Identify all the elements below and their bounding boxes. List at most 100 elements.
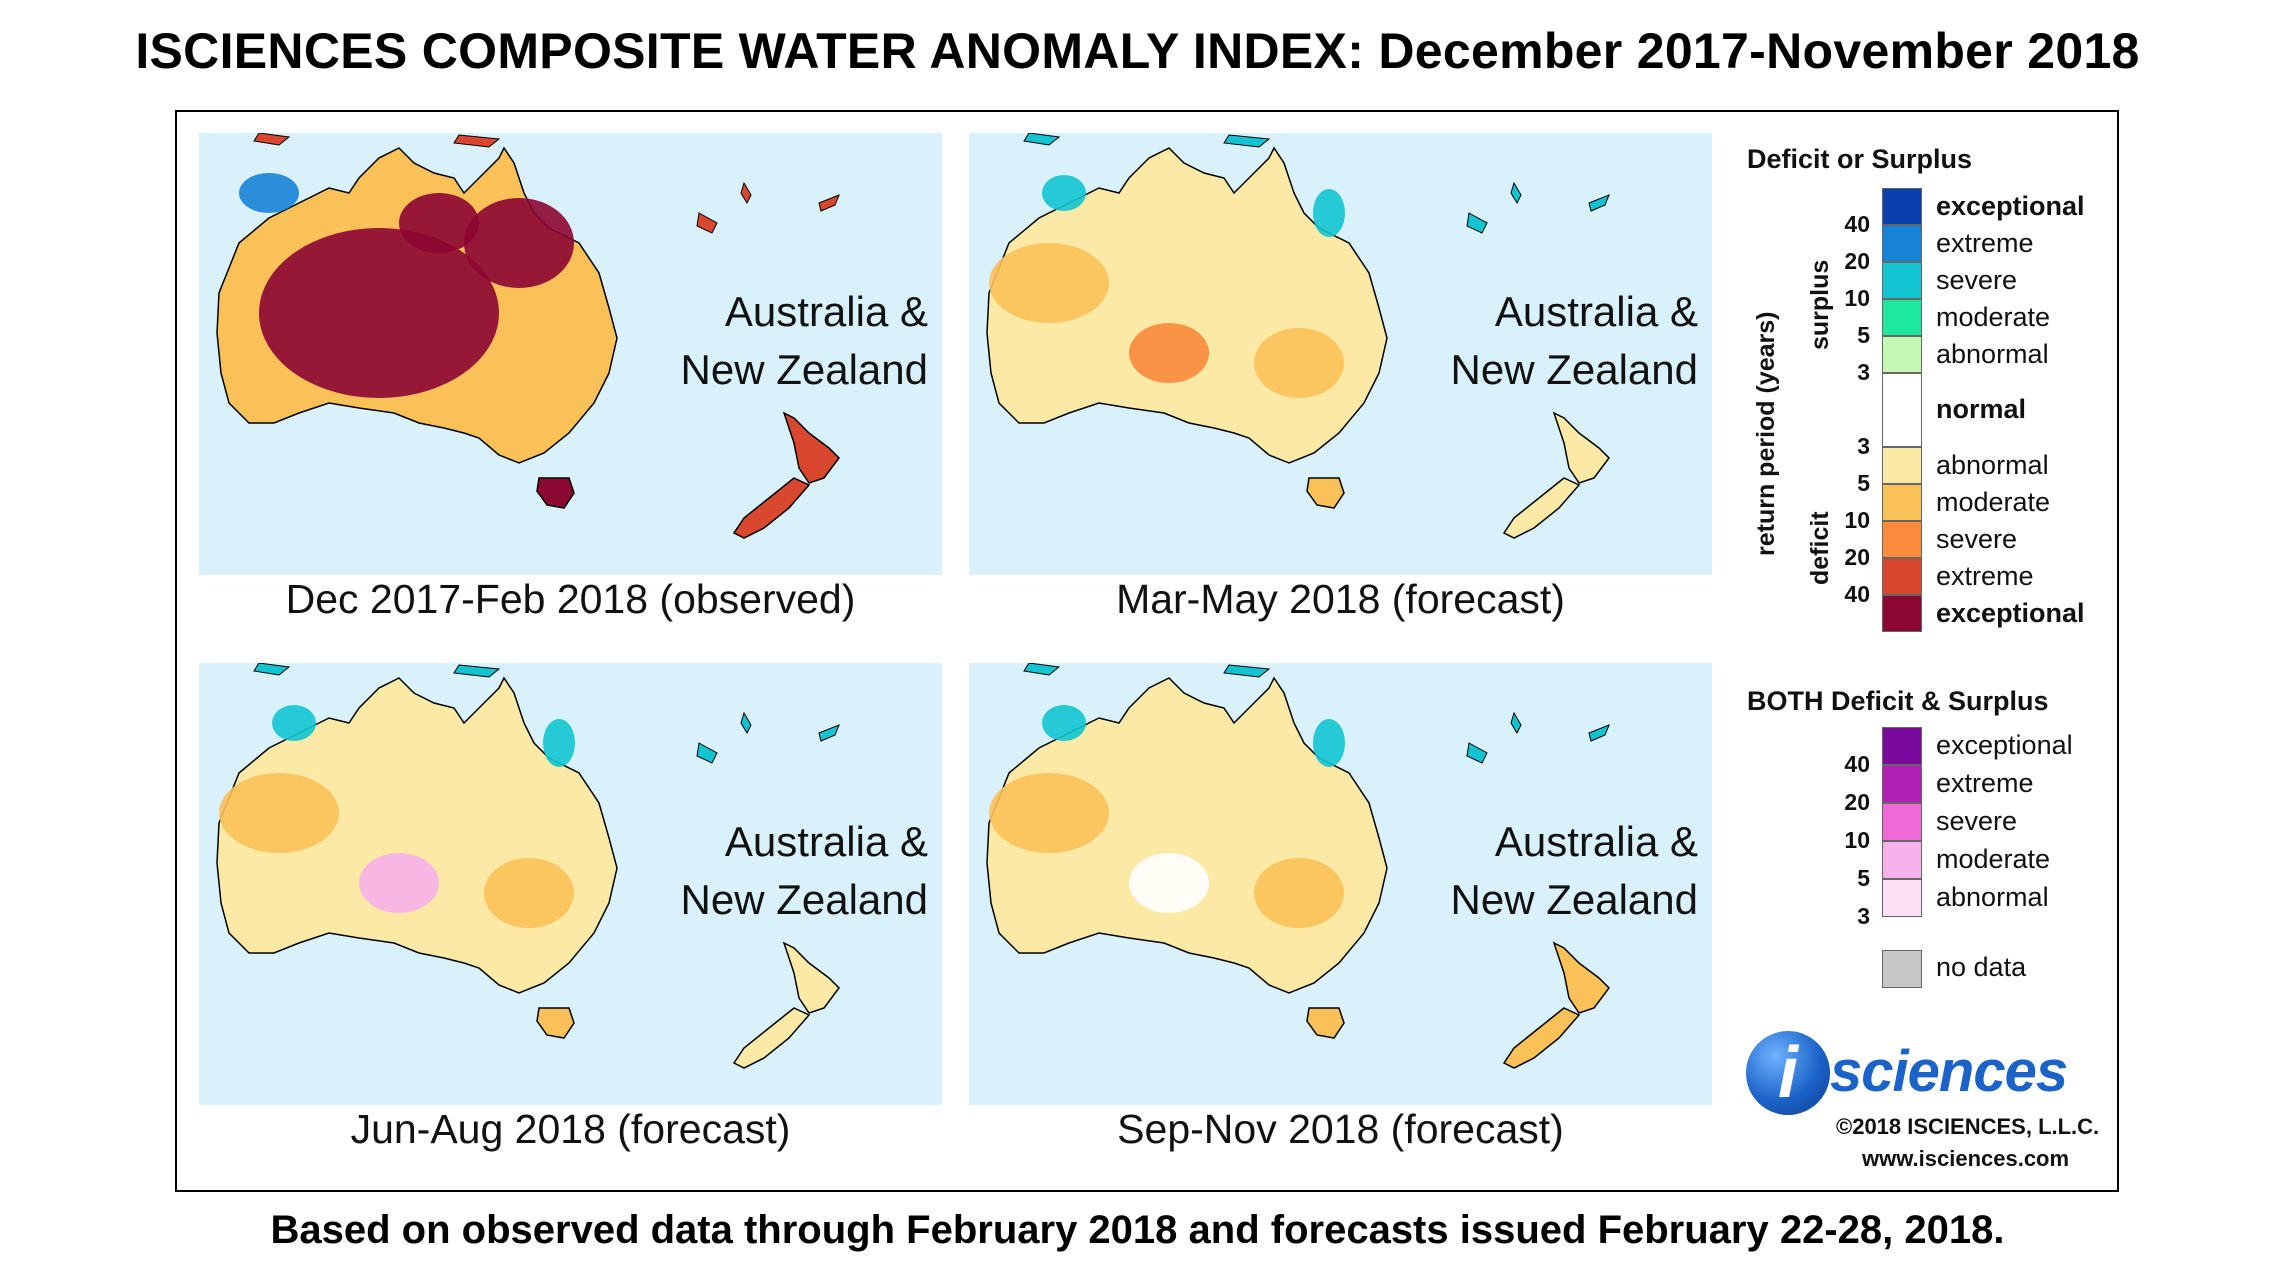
legend-both-tick: 3 <box>1857 903 1870 929</box>
map-panel-jun-aug: Australia & New Zealand <box>199 663 942 1105</box>
panel-caption-3: Jun-Aug 2018 (forecast) <box>350 1106 791 1152</box>
legend-both-swatch <box>1882 727 1922 765</box>
panel-region-label: Australia & New Zealand <box>680 288 928 393</box>
legend-class-label: severe <box>1936 523 2018 554</box>
legend-swatch <box>1882 521 1922 558</box>
map-panel-mar-may: Australia & New Zealand <box>969 133 1712 575</box>
anomaly-region <box>1254 328 1344 398</box>
panel-caption-4: Sep-Nov 2018 (forecast) <box>1117 1106 1564 1152</box>
panel-region-label: Australia & New Zealand <box>1450 288 1698 393</box>
legend-tick: 10 <box>1844 507 1870 533</box>
tasmania-landmass <box>536 1007 575 1039</box>
isciences-logo-icon: i <box>1746 1031 1830 1115</box>
legend-tick: 20 <box>1844 544 1870 570</box>
legend-both-tick: 5 <box>1857 865 1870 891</box>
map-title: ISCIENCES COMPOSITE WATER ANOMALY INDEX:… <box>135 23 2140 79</box>
legend-both-swatch <box>1882 803 1922 841</box>
map-panel-sep-nov: Australia & New Zealand <box>969 663 1712 1105</box>
anomaly-region <box>464 198 574 288</box>
legend-axis-label: return period (years) <box>1752 311 1780 556</box>
anomaly-region <box>1129 853 1209 913</box>
legend-tick: 5 <box>1857 322 1870 348</box>
legend-swatch <box>1882 447 1922 484</box>
legend-swatch <box>1882 262 1922 299</box>
map-panel-dec-feb: Australia & New Zealand <box>199 133 942 575</box>
legend-class-label: abnormal <box>1936 338 2049 369</box>
legend-both-label: severe <box>1936 806 2018 836</box>
legend-both-tick: 20 <box>1844 789 1870 815</box>
nz-north-island <box>782 411 840 484</box>
legend-class-label: exceptional <box>1936 597 2085 628</box>
footer-note: Based on observed data through February … <box>270 1208 2005 1252</box>
legend-class-label: moderate <box>1936 486 2051 517</box>
panel-region-label: Australia & New Zealand <box>680 818 928 923</box>
anomaly-region <box>219 773 339 853</box>
legend-nodata-swatch <box>1882 950 1922 988</box>
legend-both-label: abnormal <box>1936 882 2049 912</box>
nz-south-island <box>1502 1007 1581 1069</box>
anomaly-region <box>543 719 575 767</box>
legend-class-label: exceptional <box>1936 190 2085 221</box>
anomaly-region <box>1042 705 1086 741</box>
isciences-logo-text: sciences <box>1830 1039 2068 1104</box>
tasmania-landmass <box>1306 1007 1345 1039</box>
legend-swatch <box>1882 188 1922 225</box>
legend-tick: 40 <box>1844 581 1870 607</box>
nz-south-island <box>1502 477 1581 539</box>
legend-both-tick: 10 <box>1844 827 1870 853</box>
copyright-text: ©2018 ISCIENCES, L.L.C. <box>1836 1114 2100 1139</box>
legend-both-title: BOTH Deficit & Surplus <box>1747 686 2049 716</box>
nz-north-island <box>1552 411 1610 484</box>
legend-class-label: normal <box>1936 394 2027 424</box>
legend-both-label: exceptional <box>1936 730 2073 760</box>
legend-tick: 10 <box>1844 285 1870 311</box>
tasmania-landmass <box>1306 477 1345 509</box>
anomaly-region <box>1313 189 1345 237</box>
tasmania-landmass <box>536 477 575 509</box>
legend-tick: 5 <box>1857 470 1870 496</box>
panel-region-label: Australia & New Zealand <box>1450 818 1698 923</box>
legend-class-label: extreme <box>1936 227 2034 258</box>
legend-both-swatch <box>1882 841 1922 879</box>
legend-class-label: moderate <box>1936 301 2051 332</box>
anomaly-region <box>1129 323 1209 383</box>
legend-both-label: extreme <box>1936 768 2034 798</box>
anomaly-region <box>272 705 316 741</box>
map-australia-nz-panel-4 <box>986 663 1610 1069</box>
anomaly-region <box>989 773 1109 853</box>
legend-class-label: extreme <box>1936 560 2034 591</box>
legend-both-tick: 40 <box>1844 751 1870 777</box>
nz-south-island <box>732 1007 811 1069</box>
legend-nodata-label: no data <box>1936 952 2027 982</box>
anomaly-region <box>1254 858 1344 928</box>
legend-class-label: abnormal <box>1936 449 2049 480</box>
anomaly-region <box>484 858 574 928</box>
panel-caption-1: Dec 2017-Feb 2018 (observed) <box>285 576 856 622</box>
anomaly-region <box>259 228 499 398</box>
legend-tick: 20 <box>1844 248 1870 274</box>
nz-north-island <box>782 941 840 1014</box>
legend-tick: 40 <box>1844 211 1870 237</box>
anomaly-region <box>359 853 439 913</box>
anomaly-region <box>399 193 479 253</box>
map-australia-nz-panel-1 <box>216 133 840 539</box>
legend-tick: 3 <box>1857 433 1870 459</box>
legend-swatch <box>1882 558 1922 595</box>
legend-swatch <box>1882 595 1922 632</box>
anomaly-region <box>239 173 299 213</box>
nz-south-island <box>732 477 811 539</box>
legend-both-swatch <box>1882 765 1922 803</box>
panel-caption-2: Mar-May 2018 (forecast) <box>1116 576 1565 622</box>
legend-swatch <box>1882 299 1922 336</box>
anomaly-region <box>989 243 1109 323</box>
nz-north-island <box>1552 941 1610 1014</box>
anomaly-region <box>1042 175 1086 211</box>
legend-tick: 3 <box>1857 359 1870 385</box>
legend-both-label: moderate <box>1936 844 2051 874</box>
legend-swatch <box>1882 336 1922 373</box>
legend-title: Deficit or Surplus <box>1747 144 1973 174</box>
legend-swatch <box>1882 225 1922 262</box>
website-link[interactable]: www.isciences.com <box>1862 1146 2070 1171</box>
legend-swatch <box>1882 373 1922 447</box>
map-australia-nz-panel-3 <box>216 663 840 1069</box>
